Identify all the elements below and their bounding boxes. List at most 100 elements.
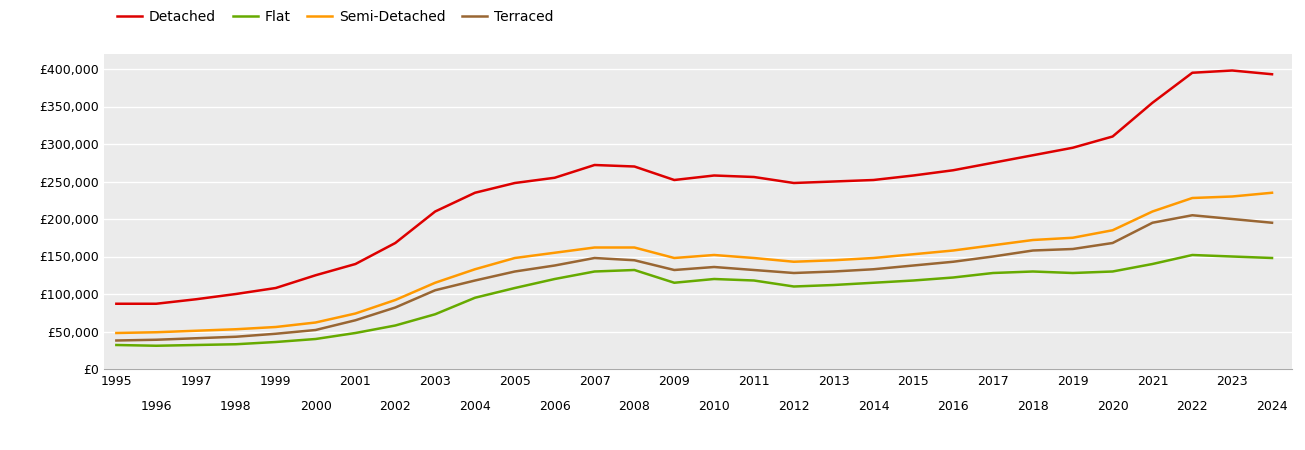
Terraced (906, 263, 921, 268)
Detached (228, 291, 244, 297)
Semi-Detached (985, 243, 1001, 248)
Semi-Detached (667, 255, 683, 261)
Detached (746, 174, 762, 180)
Semi-Detached (826, 257, 842, 263)
Semi-Detached (1105, 228, 1121, 233)
Detached (308, 273, 324, 278)
Flat (508, 285, 523, 291)
Detached (985, 160, 1001, 166)
Flat (547, 276, 562, 282)
Semi-Detached (347, 311, 363, 316)
Legend: Detached, Flat, Semi-Detached, Terraced: Detached, Flat, Semi-Detached, Terraced (111, 4, 560, 29)
Flat (388, 323, 403, 328)
Flat (347, 330, 363, 336)
Terraced (547, 263, 562, 268)
Terraced (508, 269, 523, 274)
Detached (347, 261, 363, 267)
Detached (1224, 68, 1240, 73)
Detached (547, 175, 562, 180)
Detached (508, 180, 523, 186)
Line: Flat: Flat (116, 255, 1272, 346)
Flat (626, 267, 642, 273)
Terraced (945, 259, 960, 265)
Terraced (308, 327, 324, 333)
Flat (308, 336, 324, 342)
Terraced (1185, 212, 1201, 218)
Semi-Detached (786, 259, 801, 265)
Detached (1105, 134, 1121, 139)
Detached (1026, 153, 1041, 158)
Semi-Detached (1144, 209, 1160, 214)
Semi-Detached (1265, 190, 1280, 195)
Terraced (985, 254, 1001, 259)
Semi-Detached (508, 255, 523, 261)
Terraced (388, 305, 403, 310)
Semi-Detached (906, 252, 921, 257)
Terraced (268, 331, 283, 337)
Line: Semi-Detached: Semi-Detached (116, 193, 1272, 333)
Semi-Detached (228, 327, 244, 332)
Terraced (706, 264, 722, 270)
Flat (786, 284, 801, 289)
Semi-Detached (746, 255, 762, 261)
Terraced (188, 336, 204, 341)
Semi-Detached (626, 245, 642, 250)
Detached (906, 173, 921, 178)
Terraced (667, 267, 683, 273)
Flat (746, 278, 762, 283)
Terraced (228, 334, 244, 339)
Semi-Detached (388, 297, 403, 303)
Flat (667, 280, 683, 285)
Semi-Detached (308, 320, 324, 325)
Semi-Detached (865, 255, 881, 261)
Flat (1185, 252, 1201, 258)
Terraced (826, 269, 842, 274)
Detached (626, 164, 642, 169)
Semi-Detached (706, 252, 722, 258)
Terraced (626, 257, 642, 263)
Terraced (786, 270, 801, 276)
Semi-Detached (587, 245, 603, 250)
Terraced (427, 288, 442, 293)
Terraced (1224, 216, 1240, 222)
Terraced (746, 267, 762, 273)
Detached (1065, 145, 1081, 150)
Detached (587, 162, 603, 168)
Line: Terraced: Terraced (116, 215, 1272, 341)
Terraced (108, 338, 124, 343)
Detached (188, 297, 204, 302)
Flat (865, 280, 881, 285)
Detached (865, 177, 881, 183)
Detached (1265, 72, 1280, 77)
Detached (268, 285, 283, 291)
Line: Detached: Detached (116, 71, 1272, 304)
Terraced (1265, 220, 1280, 225)
Terraced (865, 266, 881, 272)
Flat (1065, 270, 1081, 276)
Semi-Detached (268, 324, 283, 330)
Terraced (467, 278, 483, 283)
Flat (188, 342, 204, 348)
Detached (388, 240, 403, 246)
Detached (427, 209, 442, 214)
Semi-Detached (1026, 237, 1041, 243)
Detached (108, 301, 124, 306)
Detached (786, 180, 801, 186)
Detached (149, 301, 164, 306)
Terraced (1026, 248, 1041, 253)
Terraced (347, 318, 363, 323)
Flat (108, 342, 124, 348)
Terraced (149, 337, 164, 342)
Flat (1026, 269, 1041, 274)
Semi-Detached (467, 266, 483, 272)
Semi-Detached (547, 250, 562, 256)
Flat (228, 342, 244, 347)
Flat (1265, 255, 1280, 261)
Flat (587, 269, 603, 274)
Detached (467, 190, 483, 195)
Flat (706, 276, 722, 282)
Terraced (1105, 240, 1121, 246)
Semi-Detached (1224, 194, 1240, 199)
Detached (1144, 100, 1160, 105)
Semi-Detached (149, 329, 164, 335)
